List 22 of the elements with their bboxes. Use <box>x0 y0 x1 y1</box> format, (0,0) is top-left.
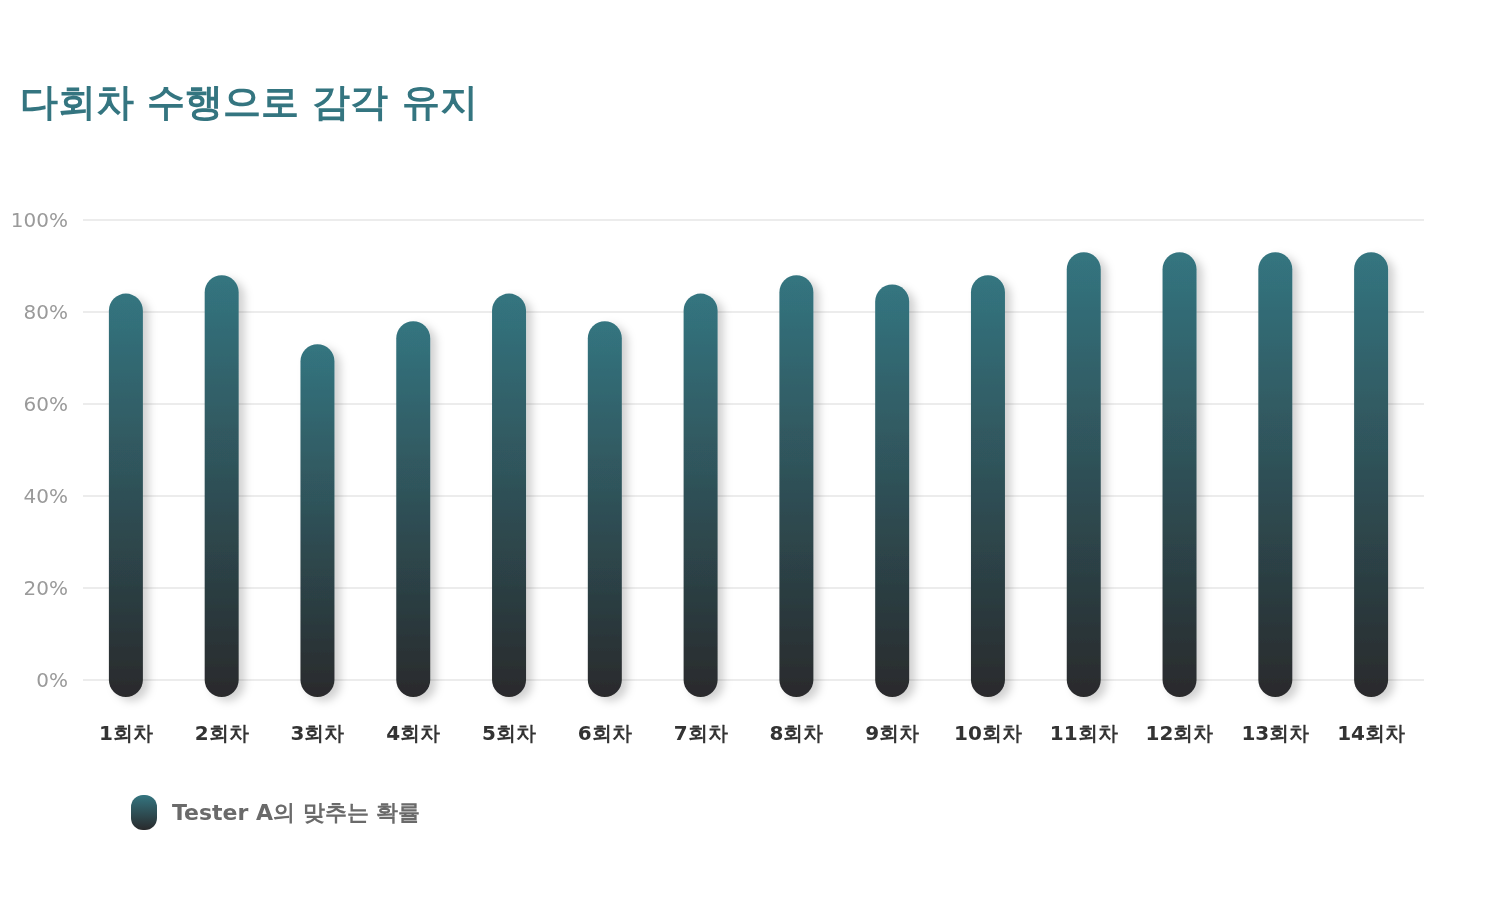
x-tick-label: 9회차 <box>865 721 920 745</box>
x-tick-label: 6회차 <box>577 721 632 745</box>
x-tick-label: 10회차 <box>954 721 1022 745</box>
x-tick-label: 8회차 <box>769 721 824 745</box>
chart-title: 다회차 수행으로 감각 유지 <box>20 80 478 124</box>
x-tick-label: 14회차 <box>1337 721 1406 745</box>
y-tick-label: 20% <box>23 576 68 600</box>
x-tick-label: 7회차 <box>673 721 728 745</box>
y-tick-label: 40% <box>23 484 68 508</box>
x-tick-label: 12회차 <box>1145 721 1214 745</box>
x-tick-label: 11회차 <box>1049 721 1118 745</box>
legend-label: Tester A의 맞추는 확률 <box>172 800 421 825</box>
x-tick-label: 2회차 <box>194 721 249 745</box>
y-tick-label: 80% <box>23 300 68 324</box>
x-tick-label: 13회차 <box>1241 721 1310 745</box>
x-tick-label: 4회차 <box>386 721 441 745</box>
y-tick-label: 0% <box>36 668 68 692</box>
y-tick-label: 60% <box>23 392 68 416</box>
x-tick-label: 5회차 <box>482 721 536 745</box>
x-tick-label: 3회차 <box>290 721 345 745</box>
y-tick-label: 100% <box>10 208 68 232</box>
x-tick-label: 1회차 <box>98 721 153 745</box>
